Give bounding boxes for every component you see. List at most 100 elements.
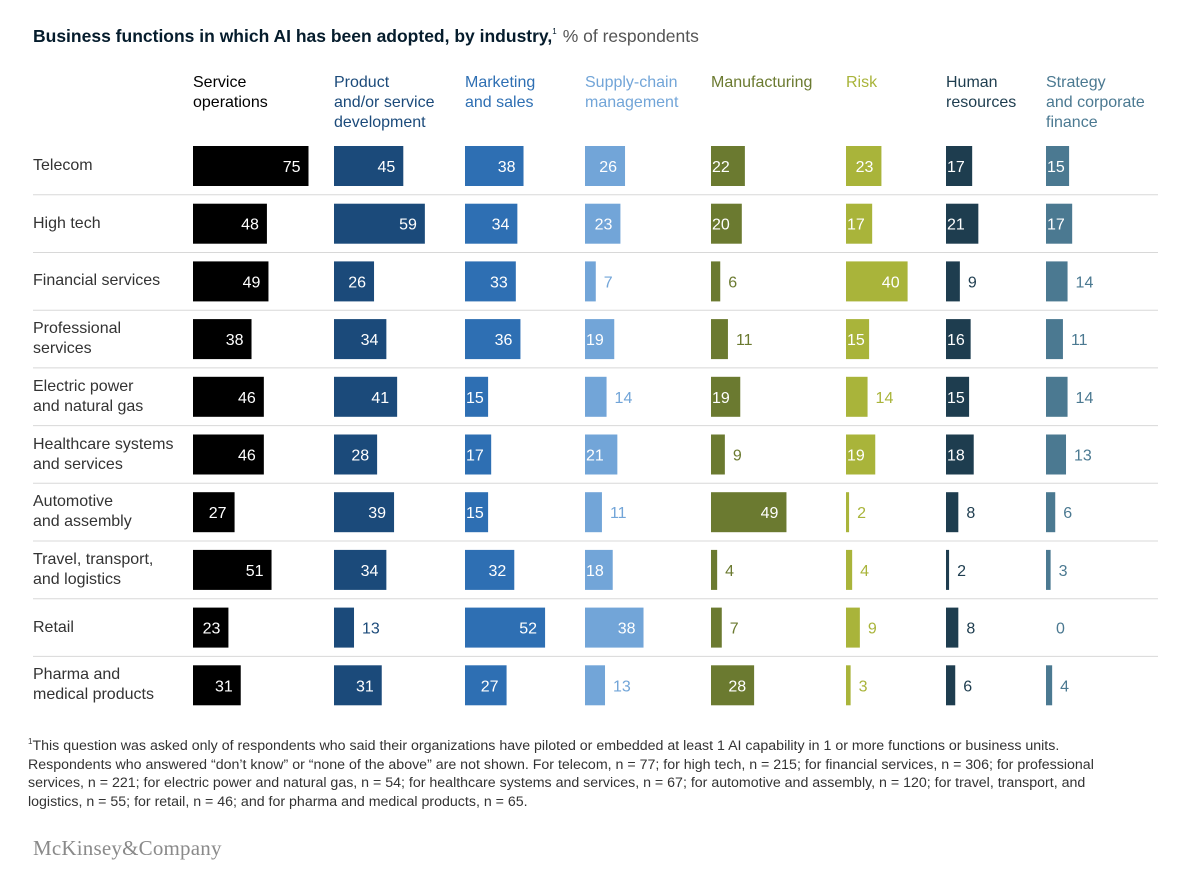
bar-pharma-and-medical-products-supply-chain-management [585, 665, 606, 706]
data-label-retail-service-operations: 23 [203, 621, 221, 638]
bar-telecom-risk [846, 146, 882, 186]
data-label-financial-services-marketing-and-sales: 33 [490, 274, 508, 291]
bar-electric-power-and-natural-gas-product-and-or-service-development [334, 376, 398, 417]
data-label-travel-transport-and-logistics-manufacturing: 4 [725, 563, 734, 580]
bar-automotive-and-assembly-service-operations [193, 492, 235, 533]
column-header-risk: Risk [846, 74, 878, 91]
data-label-electric-power-and-natural-gas-product-and-or-service-development: 41 [371, 390, 389, 407]
data-label-telecom-service-operations: 75 [283, 159, 301, 176]
data-label-travel-transport-and-logistics-service-operations: 51 [246, 563, 264, 580]
column-header-human-resources: Human resources [946, 74, 1017, 111]
data-label-travel-transport-and-logistics-marketing-and-sales: 32 [488, 563, 506, 580]
data-label-telecom-supply-chain-management: 26 [599, 159, 617, 176]
data-label-financial-services-risk: 40 [882, 274, 900, 291]
bar-pharma-and-medical-products-strategy-and-corporate-finance [1046, 665, 1053, 706]
bar-financial-services-risk [846, 261, 908, 302]
data-label-professional-services-product-and-or-service-development: 34 [361, 332, 379, 349]
data-label-professional-services-marketing-and-sales: 36 [495, 332, 513, 349]
bar-healthcare-systems-and-services-marketing-and-sales [465, 434, 492, 475]
data-label-automotive-and-assembly-product-and-or-service-development: 39 [368, 505, 386, 522]
bar-professional-services-manufacturing [711, 319, 728, 360]
data-label-healthcare-systems-and-services-risk: 19 [847, 448, 865, 465]
data-label-electric-power-and-natural-gas-service-operations: 46 [238, 390, 256, 407]
data-label-telecom-product-and-or-service-development: 45 [378, 159, 396, 176]
bar-automotive-and-assembly-strategy-and-corporate-finance [1046, 492, 1056, 533]
data-label-electric-power-and-natural-gas-strategy-and-corporate-finance: 14 [1076, 390, 1094, 407]
bar-telecom-service-operations [193, 146, 309, 186]
data-label-high-tech-product-and-or-service-development: 59 [399, 217, 417, 234]
bar-financial-services-marketing-and-sales [465, 261, 516, 302]
bar-healthcare-systems-and-services-service-operations [193, 434, 264, 475]
footnote-text: This question was asked only of responde… [28, 738, 1094, 810]
data-label-automotive-and-assembly-risk: 2 [857, 505, 866, 522]
bar-pharma-and-medical-products-marketing-and-sales [465, 665, 507, 706]
bar-automotive-and-assembly-marketing-and-sales [465, 492, 489, 533]
footnote-mark: 1 [28, 737, 33, 746]
data-label-automotive-and-assembly-supply-chain-management: 11 [610, 505, 627, 522]
bar-travel-transport-and-logistics-supply-chain-management [585, 549, 613, 590]
bar-high-tech-marketing-and-sales [465, 203, 518, 244]
row-label-financial-services: Financial services [33, 272, 161, 290]
bar-pharma-and-medical-products-manufacturing [711, 665, 755, 706]
data-label-high-tech-supply-chain-management: 23 [595, 217, 613, 234]
data-label-professional-services-human-resources: 16 [947, 332, 965, 349]
data-label-travel-transport-and-logistics-supply-chain-management: 18 [586, 563, 604, 580]
data-label-pharma-and-medical-products-strategy-and-corporate-finance: 4 [1060, 678, 1069, 695]
bar-professional-services-supply-chain-management [585, 319, 615, 360]
data-label-professional-services-strategy-and-corporate-finance: 11 [1071, 332, 1088, 349]
column-header-strategy-and-corporate-finance: Strategy and corporate finance [1046, 74, 1145, 131]
data-label-pharma-and-medical-products-manufacturing: 28 [728, 678, 746, 695]
bar-high-tech-product-and-or-service-development [334, 203, 425, 244]
bar-retail-manufacturing [711, 607, 722, 648]
bar-healthcare-systems-and-services-manufacturing [711, 434, 725, 475]
data-label-healthcare-systems-and-services-manufacturing: 9 [733, 448, 742, 465]
row-label-telecom: Telecom [33, 157, 93, 174]
data-label-pharma-and-medical-products-supply-chain-management: 13 [613, 678, 631, 695]
row-label-healthcare-systems-and-services: Healthcare systems and services [33, 435, 174, 473]
data-label-financial-services-manufacturing: 6 [728, 274, 737, 291]
bar-professional-services-service-operations [193, 319, 252, 360]
bar-healthcare-systems-and-services-strategy-and-corporate-finance [1046, 434, 1067, 475]
bar-professional-services-risk [846, 319, 870, 360]
bar-high-tech-service-operations [193, 203, 267, 244]
bar-high-tech-manufacturing [711, 203, 742, 244]
bar-pharma-and-medical-products-service-operations [193, 665, 241, 706]
bar-travel-transport-and-logistics-human-resources [946, 549, 950, 590]
bar-electric-power-and-natural-gas-service-operations [193, 376, 264, 417]
data-label-electric-power-and-natural-gas-human-resources: 15 [947, 390, 965, 407]
data-label-telecom-human-resources: 17 [947, 159, 965, 176]
data-label-automotive-and-assembly-strategy-and-corporate-finance: 6 [1063, 505, 1072, 522]
data-label-financial-services-product-and-or-service-development: 26 [348, 274, 366, 291]
row-label-electric-power-and-natural-gas: Electric power and natural gas [33, 377, 144, 415]
data-label-high-tech-strategy-and-corporate-finance: 17 [1047, 217, 1065, 234]
bar-telecom-manufacturing [711, 146, 745, 186]
data-label-healthcare-systems-and-services-human-resources: 18 [947, 448, 965, 465]
data-label-healthcare-systems-and-services-service-operations: 46 [238, 448, 256, 465]
bar-telecom-supply-chain-management [585, 146, 626, 186]
data-label-retail-human-resources: 8 [966, 621, 975, 638]
bar-travel-transport-and-logistics-marketing-and-sales [465, 549, 515, 590]
data-label-telecom-strategy-and-corporate-finance: 15 [1047, 159, 1065, 176]
chart-title-main: Business functions in which AI has been … [33, 26, 553, 46]
bar-retail-service-operations [193, 607, 229, 648]
bar-electric-power-and-natural-gas-risk [846, 376, 868, 417]
data-label-electric-power-and-natural-gas-manufacturing: 19 [712, 390, 730, 407]
bar-travel-transport-and-logistics-manufacturing [711, 549, 718, 590]
data-label-electric-power-and-natural-gas-risk: 14 [876, 390, 894, 407]
data-label-travel-transport-and-logistics-strategy-and-corporate-finance: 3 [1059, 563, 1068, 580]
data-label-retail-product-and-or-service-development: 13 [362, 621, 380, 638]
bar-healthcare-systems-and-services-human-resources [946, 434, 974, 475]
bar-electric-power-and-natural-gas-strategy-and-corporate-finance [1046, 376, 1068, 417]
data-label-financial-services-supply-chain-management: 7 [604, 274, 613, 291]
title-footnote-mark: 1 [552, 27, 557, 36]
data-label-healthcare-systems-and-services-supply-chain-management: 21 [586, 448, 604, 465]
bar-healthcare-systems-and-services-product-and-or-service-development [334, 434, 378, 475]
data-label-high-tech-risk: 17 [847, 217, 865, 234]
bar-healthcare-systems-and-services-supply-chain-management [585, 434, 618, 475]
bar-automotive-and-assembly-manufacturing [711, 492, 787, 533]
column-header-supply-chain-management: Supply-chain management [585, 74, 679, 111]
data-label-financial-services-service-operations: 49 [243, 274, 261, 291]
bar-financial-services-human-resources [946, 261, 960, 302]
data-label-automotive-and-assembly-human-resources: 8 [966, 505, 975, 522]
